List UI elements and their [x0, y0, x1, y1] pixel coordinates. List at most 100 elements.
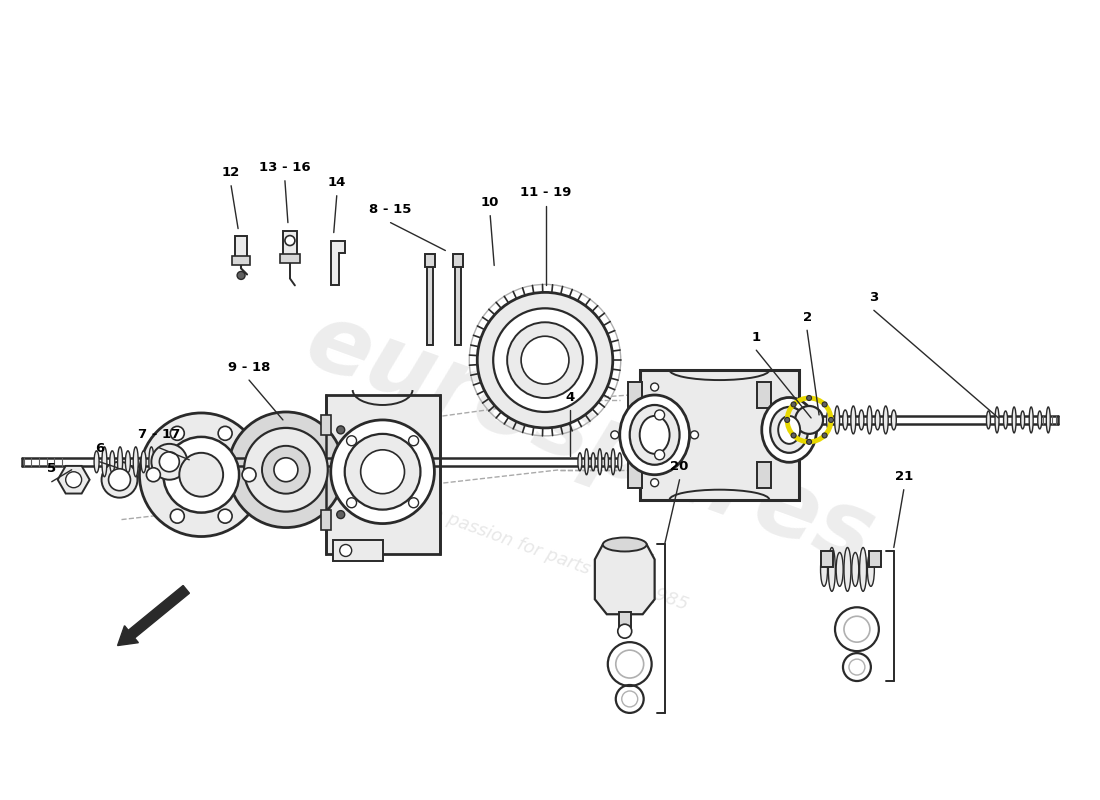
Ellipse shape: [110, 451, 114, 473]
Circle shape: [340, 545, 352, 557]
Bar: [321, 415, 331, 435]
Bar: [283, 230, 297, 255]
Bar: [235, 235, 248, 258]
Ellipse shape: [778, 416, 800, 444]
Ellipse shape: [619, 395, 690, 474]
Circle shape: [66, 472, 81, 488]
Circle shape: [337, 426, 344, 434]
Circle shape: [361, 450, 405, 494]
Ellipse shape: [578, 453, 582, 470]
Text: 8 - 15: 8 - 15: [370, 203, 411, 216]
Ellipse shape: [828, 547, 835, 591]
Circle shape: [610, 431, 619, 439]
Polygon shape: [331, 241, 344, 286]
Bar: [279, 254, 300, 263]
Bar: [333, 539, 383, 562]
Ellipse shape: [1012, 407, 1016, 433]
Circle shape: [331, 420, 434, 523]
Circle shape: [408, 498, 419, 508]
Circle shape: [337, 510, 344, 518]
Bar: [757, 382, 771, 408]
Circle shape: [242, 468, 256, 482]
Circle shape: [650, 383, 659, 391]
Bar: [326, 395, 440, 554]
Text: eurospares: eurospares: [294, 294, 887, 586]
Bar: [232, 255, 250, 266]
Ellipse shape: [141, 451, 146, 473]
Circle shape: [285, 235, 295, 246]
Circle shape: [346, 436, 356, 446]
Ellipse shape: [876, 410, 880, 430]
Ellipse shape: [133, 447, 139, 477]
Ellipse shape: [95, 451, 99, 473]
Text: 13 - 16: 13 - 16: [260, 162, 310, 174]
Ellipse shape: [629, 405, 680, 465]
Circle shape: [274, 458, 298, 482]
Ellipse shape: [1021, 411, 1024, 429]
Bar: [453, 254, 463, 267]
Ellipse shape: [605, 453, 608, 470]
Ellipse shape: [821, 553, 827, 586]
Text: 11 - 19: 11 - 19: [520, 186, 572, 199]
Circle shape: [521, 336, 569, 384]
Circle shape: [493, 308, 597, 412]
Text: 6: 6: [95, 442, 104, 455]
Ellipse shape: [850, 406, 856, 434]
Circle shape: [346, 498, 356, 508]
Circle shape: [218, 426, 232, 440]
Circle shape: [654, 450, 664, 460]
Ellipse shape: [612, 449, 615, 474]
Text: 14: 14: [328, 176, 345, 190]
Polygon shape: [595, 545, 654, 614]
Text: 7 - 17: 7 - 17: [139, 428, 180, 442]
Ellipse shape: [1030, 407, 1033, 433]
Circle shape: [408, 436, 419, 446]
Bar: [869, 551, 881, 567]
Circle shape: [691, 431, 698, 439]
Circle shape: [244, 428, 328, 512]
Ellipse shape: [835, 406, 839, 434]
Circle shape: [218, 509, 232, 523]
Bar: [455, 266, 461, 345]
Circle shape: [170, 509, 185, 523]
Text: 12: 12: [222, 166, 240, 179]
Circle shape: [163, 437, 239, 513]
Circle shape: [344, 434, 420, 510]
Ellipse shape: [125, 451, 131, 473]
Ellipse shape: [1037, 411, 1042, 429]
Ellipse shape: [591, 453, 595, 470]
Text: 10: 10: [481, 196, 499, 209]
Ellipse shape: [868, 553, 875, 586]
Text: 21: 21: [894, 470, 913, 483]
Ellipse shape: [987, 411, 990, 429]
Ellipse shape: [891, 410, 896, 430]
Circle shape: [806, 395, 812, 401]
Ellipse shape: [851, 553, 859, 586]
Ellipse shape: [597, 449, 602, 474]
Circle shape: [791, 402, 796, 407]
Circle shape: [650, 478, 659, 486]
Ellipse shape: [148, 447, 154, 477]
Ellipse shape: [603, 538, 647, 551]
Circle shape: [795, 406, 823, 434]
Ellipse shape: [640, 416, 670, 454]
Ellipse shape: [762, 398, 816, 462]
Ellipse shape: [584, 449, 588, 474]
Text: 4: 4: [565, 390, 574, 403]
Ellipse shape: [859, 410, 864, 430]
Bar: [821, 551, 833, 567]
Circle shape: [160, 452, 179, 472]
Ellipse shape: [770, 407, 808, 453]
Circle shape: [152, 444, 187, 480]
Text: 3: 3: [869, 291, 879, 304]
Circle shape: [784, 418, 790, 422]
Text: 9 - 18: 9 - 18: [228, 361, 271, 374]
Bar: [757, 462, 771, 488]
Ellipse shape: [867, 406, 872, 434]
Ellipse shape: [102, 447, 107, 477]
Ellipse shape: [118, 447, 122, 477]
Ellipse shape: [843, 410, 848, 430]
Text: 2: 2: [803, 310, 812, 324]
Circle shape: [228, 412, 343, 527]
Ellipse shape: [836, 553, 843, 586]
